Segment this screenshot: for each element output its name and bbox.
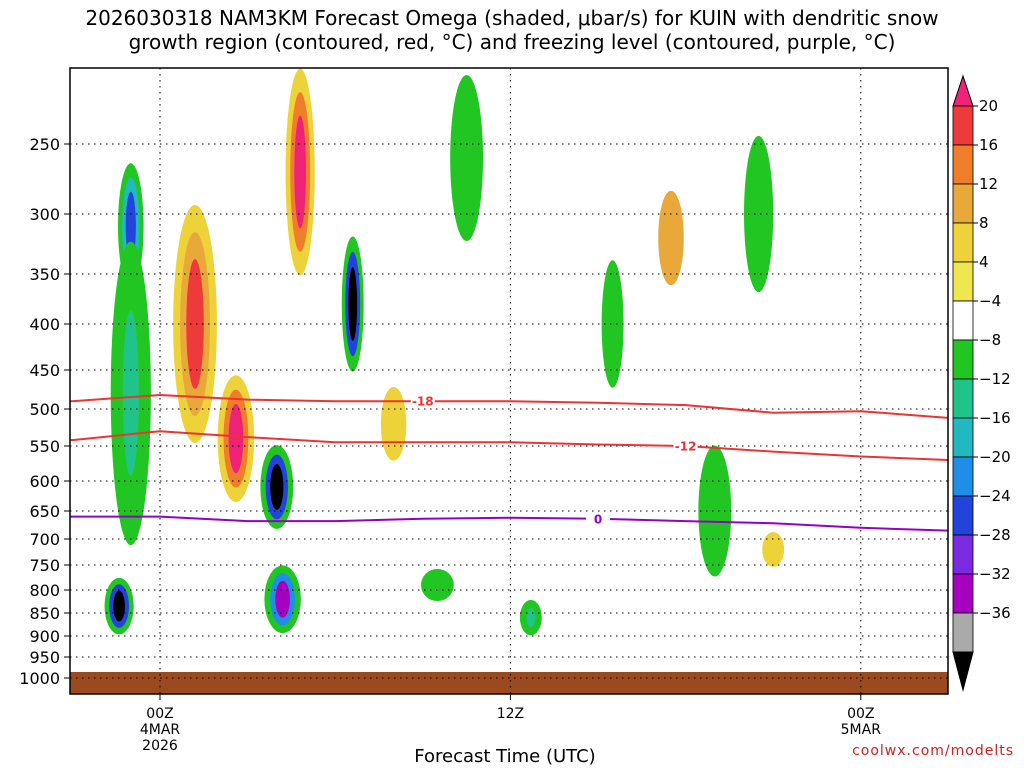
time-axis: 00Z4MAR202612Z00Z5MAR12Z00Z6MAR (140, 694, 882, 754)
x-tick-label: 00Z (847, 706, 874, 722)
omega-region (698, 445, 732, 577)
omega-region-peak (526, 607, 536, 628)
contour-line (70, 393, 948, 419)
plot-grid (70, 68, 948, 694)
colorbar-box (952, 144, 974, 185)
contour-line (70, 430, 948, 461)
colorbar-label: 4 (979, 253, 989, 271)
omega-region (601, 260, 624, 388)
colorbar-label: −12 (979, 370, 1011, 388)
omega-region (979, 12, 994, 135)
y-tick-label: 350 (29, 265, 60, 284)
omega-region-peak (186, 259, 204, 389)
temperature-contours: -18-18-12-12000 (70, 393, 948, 532)
omega-region (981, 231, 1003, 337)
y-tick-label: 1000 (19, 669, 60, 688)
colorbar-box (952, 456, 974, 497)
omega-region (420, 568, 454, 602)
colorbar-box (952, 183, 974, 224)
y-tick-label: 650 (29, 502, 60, 521)
omega-region-peak (122, 310, 139, 477)
omega-region-peak (113, 590, 125, 622)
x-tick-label: 00Z (146, 706, 173, 722)
y-tick-label: 400 (29, 315, 60, 334)
contour-label-bg (410, 394, 435, 408)
colorbar-label: 16 (979, 136, 998, 154)
colorbar-label: −36 (979, 604, 1011, 622)
omega-shading (0, 12, 1003, 636)
omega-region (762, 532, 785, 567)
colorbar-label: −16 (979, 409, 1011, 427)
y-tick-label: 950 (29, 648, 60, 667)
colorbar-label: −4 (979, 292, 1001, 310)
colorbar-box (952, 534, 974, 575)
omega-region (450, 74, 484, 242)
pressure-axis: 250 300 350 400 450 500 550 600 650 700 750 800 850 9… (19, 135, 70, 688)
omega-region-peak (294, 115, 306, 229)
x-tick-label: 2026 (142, 738, 178, 754)
contour-line (70, 515, 948, 532)
y-tick-label: 900 (29, 627, 60, 646)
colorbar-label: −32 (979, 565, 1011, 583)
omega-region (744, 135, 774, 293)
colorbar-bottom-arrow (952, 651, 974, 692)
plot-frame (69, 67, 949, 695)
y-tick-label: 750 (29, 556, 60, 575)
colorbar-box (952, 495, 974, 536)
colorbar-box (952, 339, 974, 380)
contour-label-bg (586, 511, 610, 525)
omega-region-peak (348, 267, 358, 341)
ground-terrain (70, 672, 948, 694)
site-credit[interactable]: coolwx.com/modelts (852, 743, 1014, 759)
omega-region-peak (228, 404, 244, 474)
contour-label-bg (673, 439, 698, 452)
x-axis-title: Forecast Time (UTC) (414, 746, 596, 767)
x-tick-label: 5MAR (841, 722, 882, 738)
colorbar-label: −24 (979, 487, 1011, 505)
y-tick-label: 300 (29, 205, 60, 224)
colorbar-label: −20 (979, 448, 1011, 466)
colorbar-box (952, 573, 974, 614)
omega-region-peak (270, 464, 284, 510)
colorbar-box (952, 378, 974, 419)
colorbar-label: 8 (979, 214, 989, 232)
contour-label: -12 (675, 440, 697, 454)
colorbar-label: −28 (979, 526, 1011, 544)
y-tick-label: 450 (29, 361, 60, 380)
contour-label: -18 (412, 395, 434, 409)
colorbar-label: 12 (979, 175, 998, 193)
contour-label: 0 (594, 512, 602, 526)
y-tick-label: 550 (29, 437, 60, 456)
chart-title-line-1: 2026030318 NAM3KM Forecast Omega (shaded… (85, 6, 939, 30)
omega-colorbar: 20 16 12 8 4 −4 −8 −12 −16 −20 −24 −28 −32 −36 (952, 74, 1011, 692)
omega-region (0, 269, 16, 453)
x-tick-label: 12Z (497, 706, 524, 722)
chart-title-line-2: growth region (contoured, red, °C) and f… (128, 30, 896, 54)
omega-region-peak (13, 468, 28, 493)
y-tick-label: 800 (29, 581, 60, 600)
y-tick-label: 250 (29, 135, 60, 154)
colorbar-label: −8 (979, 331, 1001, 349)
colorbar-label: 20 (979, 97, 998, 115)
colorbar-box (952, 222, 974, 263)
x-tick-label: 4MAR (140, 722, 181, 738)
colorbar-top-arrow (952, 74, 974, 107)
y-tick-label: 600 (29, 472, 60, 491)
colorbar-box (952, 417, 974, 458)
omega-region-peak (275, 580, 290, 618)
omega-region (658, 190, 684, 286)
y-tick-label: 500 (29, 400, 60, 419)
y-tick-label: 850 (29, 604, 60, 623)
colorbar-box (952, 105, 974, 146)
omega-region (380, 386, 407, 461)
colorbar-box (952, 612, 974, 653)
colorbar-box (952, 300, 974, 341)
y-tick-label: 700 (29, 530, 60, 549)
colorbar-box (952, 261, 974, 302)
